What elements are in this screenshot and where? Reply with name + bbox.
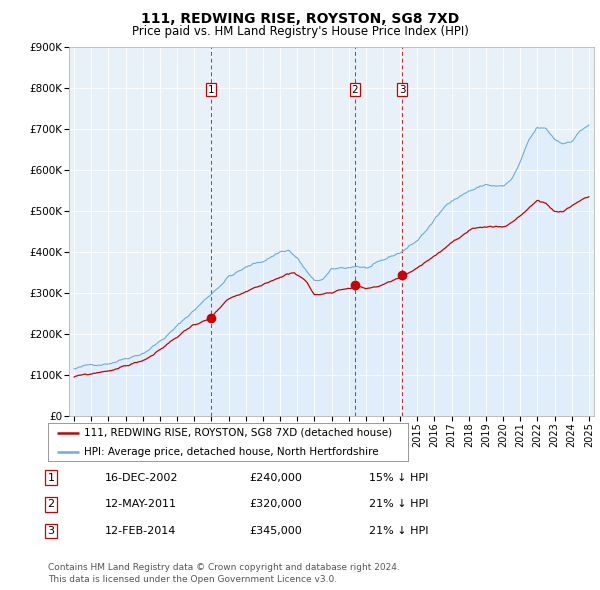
Text: 15% ↓ HPI: 15% ↓ HPI <box>369 473 428 483</box>
Text: 1: 1 <box>47 473 55 483</box>
Text: £345,000: £345,000 <box>249 526 302 536</box>
Text: 1: 1 <box>208 84 214 94</box>
Text: £240,000: £240,000 <box>249 473 302 483</box>
Text: 21% ↓ HPI: 21% ↓ HPI <box>369 526 428 536</box>
Text: £320,000: £320,000 <box>249 500 302 509</box>
Text: 21% ↓ HPI: 21% ↓ HPI <box>369 500 428 509</box>
Text: 12-FEB-2014: 12-FEB-2014 <box>105 526 176 536</box>
Text: 3: 3 <box>399 84 406 94</box>
Text: 16-DEC-2002: 16-DEC-2002 <box>105 473 179 483</box>
Text: HPI: Average price, detached house, North Hertfordshire: HPI: Average price, detached house, Nort… <box>84 447 379 457</box>
Text: 111, REDWING RISE, ROYSTON, SG8 7XD (detached house): 111, REDWING RISE, ROYSTON, SG8 7XD (det… <box>84 428 392 438</box>
Text: 2: 2 <box>352 84 358 94</box>
Text: 2: 2 <box>47 500 55 509</box>
Text: 111, REDWING RISE, ROYSTON, SG8 7XD: 111, REDWING RISE, ROYSTON, SG8 7XD <box>141 12 459 26</box>
Text: Price paid vs. HM Land Registry's House Price Index (HPI): Price paid vs. HM Land Registry's House … <box>131 25 469 38</box>
Text: Contains HM Land Registry data © Crown copyright and database right 2024.
This d: Contains HM Land Registry data © Crown c… <box>48 563 400 584</box>
Text: 3: 3 <box>47 526 55 536</box>
Text: 12-MAY-2011: 12-MAY-2011 <box>105 500 177 509</box>
